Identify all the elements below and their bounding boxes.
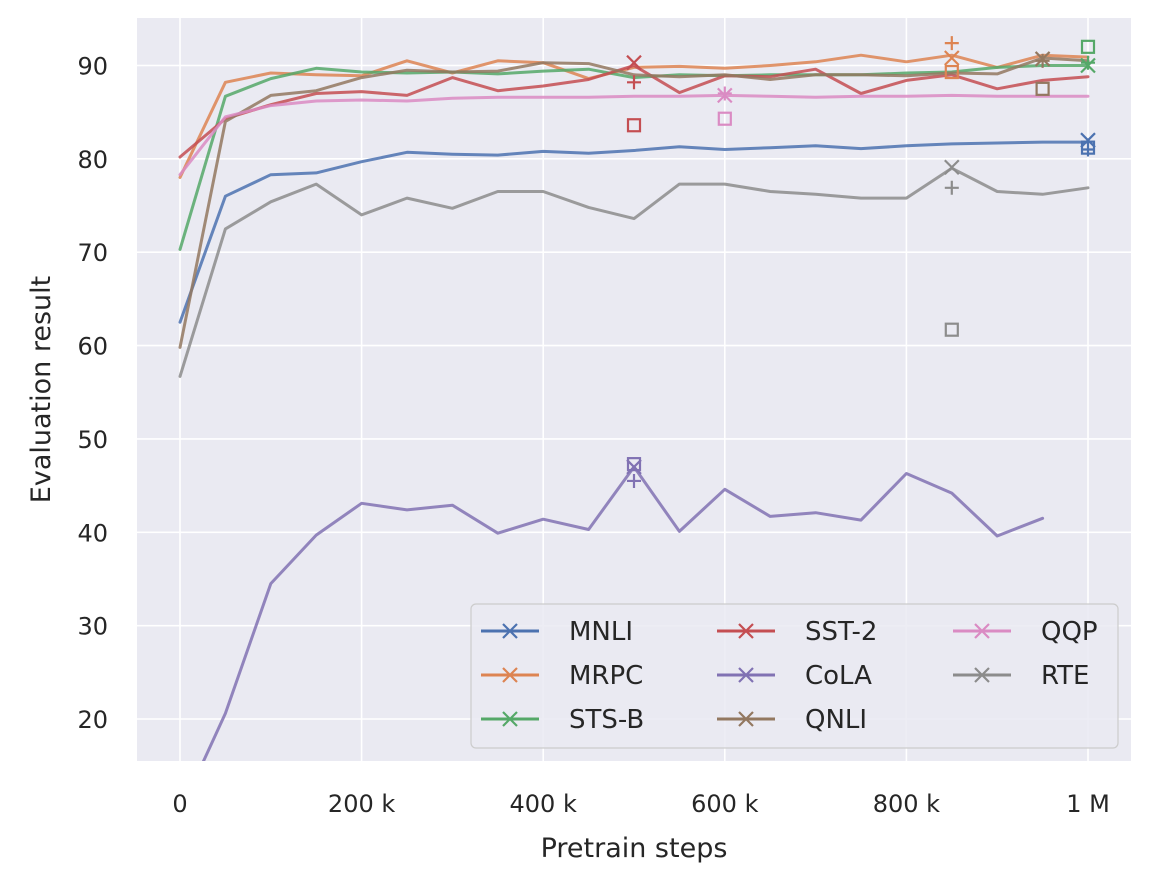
- y-tick-label: 50: [77, 426, 108, 454]
- plus-marker: [944, 36, 959, 51]
- x-tick-label: 0: [172, 790, 187, 818]
- legend-marker: [502, 711, 518, 727]
- y-tick-label: 90: [77, 53, 108, 81]
- legend-label: MRPC: [569, 661, 643, 691]
- legend: MNLI MRPC STS-B SST-2 CoLA QNLI QQP RTE: [470, 603, 1119, 749]
- y-tick-label: 70: [77, 239, 108, 267]
- legend-marker: [502, 667, 518, 683]
- x-marker: [944, 50, 960, 66]
- plus-marker: [717, 86, 732, 101]
- legend-item: SST-2: [717, 617, 877, 647]
- series-line-qnli: [178, 56, 1090, 349]
- legend-label: CoLA: [805, 661, 872, 691]
- legend-item: RTE: [953, 661, 1089, 691]
- square-marker: [626, 118, 642, 133]
- x-tick-label: 1 M: [1066, 790, 1110, 818]
- x-marker: [626, 459, 642, 475]
- series-line-rte: [178, 166, 1090, 378]
- legend-item: CoLA: [717, 661, 872, 691]
- square-marker: [626, 457, 642, 472]
- legend-marker: [974, 623, 990, 639]
- legend-item: QNLI: [717, 705, 867, 735]
- legend-item: STS-B: [481, 705, 644, 735]
- plus-marker: [944, 180, 959, 195]
- plus-marker: [627, 473, 641, 488]
- legend-marker: [738, 711, 754, 727]
- x-marker: [944, 159, 960, 176]
- x-tick-label: 800 k: [873, 790, 940, 818]
- plus-marker: [1081, 142, 1095, 157]
- series-line-qqp: [178, 93, 1090, 177]
- legend-item: MRPC: [481, 661, 643, 691]
- series-line-mnli: [178, 140, 1090, 324]
- legend-item: QQP: [953, 617, 1098, 647]
- y-axis-title: Evaluation result: [26, 276, 57, 503]
- x-tick-label: 400 k: [510, 790, 577, 818]
- y-tick-label: 40: [77, 519, 108, 547]
- square-marker: [717, 111, 732, 126]
- legend-label: QQP: [1041, 617, 1098, 647]
- y-tick-label: 80: [77, 146, 108, 174]
- y-tick-label: 60: [77, 333, 108, 361]
- square-marker: [944, 64, 959, 80]
- x-marker: [1080, 132, 1096, 148]
- y-tick-label: 30: [77, 613, 108, 641]
- series-line-cola: [201, 465, 1045, 761]
- tick-labels: 0 200 k 400 k 600 k 800 k 1 M 20 30 40 50 60 70 80 90: [77, 53, 1109, 819]
- y-tick-label: 20: [77, 706, 108, 734]
- x-marker: [626, 54, 642, 71]
- x-tick-label: 600 k: [691, 790, 758, 818]
- legend-label: RTE: [1041, 661, 1089, 691]
- square-marker: [944, 322, 959, 337]
- legend-marker: [974, 667, 990, 683]
- square-marker: [1035, 81, 1050, 96]
- legend-label: SST-2: [805, 617, 877, 647]
- legend-label: STS-B: [569, 705, 644, 735]
- series-line-sst-2: [178, 64, 1090, 159]
- x-tick-label: 200 k: [328, 790, 395, 818]
- x-axis-title: Pretrain steps: [541, 833, 728, 864]
- legend-marker: [738, 623, 754, 639]
- legend-item: MNLI: [481, 617, 633, 647]
- legend-box: [470, 603, 1119, 749]
- markers: [626, 36, 1096, 488]
- legend-marker: [502, 623, 518, 639]
- plus-marker: [1081, 55, 1095, 70]
- legend-marker: [738, 667, 754, 683]
- plus-marker: [1035, 53, 1050, 68]
- series-line-mrpc: [178, 53, 1090, 179]
- square-marker: [1080, 39, 1096, 54]
- plus-marker: [627, 75, 641, 90]
- legend-label: QNLI: [805, 705, 867, 735]
- legend-label: MNLI: [569, 617, 633, 647]
